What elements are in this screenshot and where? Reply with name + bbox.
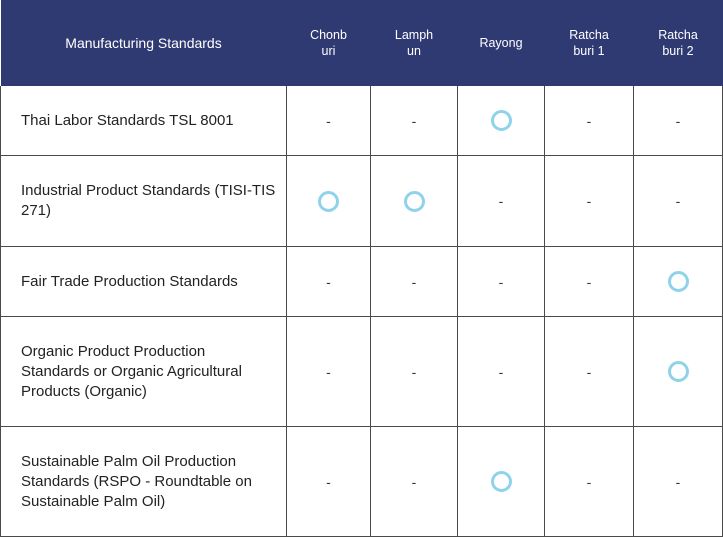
header-location: Chonb uri [286, 0, 371, 86]
circle-mark-icon [490, 110, 512, 131]
header-location: Rayong [457, 0, 545, 86]
header-location: Ratcha buri 1 [544, 0, 634, 86]
header-location-label: Rayong [479, 36, 523, 50]
dash-mark: - [326, 363, 331, 380]
dash-mark: - [411, 473, 417, 490]
circle-mark-icon [490, 471, 512, 492]
dash-mark: - [586, 473, 592, 490]
header-standards-label: Manufacturing Standards [65, 35, 222, 51]
standard-name: Sustainable Palm Oil Production Standard… [0, 426, 287, 537]
circle-mark-icon [667, 361, 689, 382]
header-row: Manufacturing Standards Chonb uri Lamph … [0, 0, 723, 86]
standard-name: Industrial Product Standards (TISI-TIS 2… [0, 155, 287, 247]
mark-cell: - [286, 86, 371, 156]
mark-cell: - [633, 426, 723, 537]
dash-mark: - [498, 273, 504, 290]
header-location-label: Chonb uri [310, 28, 347, 58]
dash-mark: - [586, 363, 592, 380]
dash-mark: - [675, 193, 681, 209]
mark-cell: - [544, 246, 634, 317]
dash-mark: - [411, 112, 417, 129]
mark-cell: - [457, 246, 545, 317]
mark-cell: - [544, 426, 634, 537]
circle-mark-icon [403, 190, 425, 212]
mark-cell: - [370, 86, 458, 156]
dash-mark: - [498, 193, 504, 209]
table-row: Fair Trade Production Standards - - - - [0, 246, 723, 317]
mark-cell [633, 246, 723, 317]
mark-cell: - [286, 246, 371, 317]
standard-name: Fair Trade Production Standards [0, 246, 287, 317]
mark-cell: - [544, 316, 634, 427]
circle-mark-icon [318, 190, 339, 212]
mark-cell: - [286, 426, 371, 537]
header-location: Lamph un [370, 0, 458, 86]
mark-cell: - [457, 316, 545, 427]
dash-mark: - [675, 112, 681, 129]
header-location-label: Lamph un [394, 28, 434, 58]
mark-cell [633, 316, 723, 427]
standard-name: Thai Labor Standards TSL 8001 [0, 86, 287, 156]
mark-cell: - [370, 246, 458, 317]
table-row: Thai Labor Standards TSL 8001 - - - - [0, 86, 723, 156]
table-row: Industrial Product Standards (TISI-TIS 2… [0, 155, 723, 247]
header-location: Ratcha buri 2 [633, 0, 723, 86]
dash-mark: - [326, 473, 331, 490]
mark-cell [286, 155, 371, 247]
dash-mark: - [675, 473, 681, 490]
header-location-label: Ratcha buri 1 [569, 28, 609, 58]
table-row: Sustainable Palm Oil Production Standard… [0, 426, 723, 537]
mark-cell: - [370, 426, 458, 537]
mark-cell: - [370, 316, 458, 427]
standard-name: Organic Product Production Standards or … [0, 316, 287, 427]
dash-mark: - [498, 363, 504, 380]
dash-mark: - [326, 273, 331, 290]
mark-cell: - [457, 155, 545, 247]
dash-mark: - [586, 112, 592, 129]
mark-cell [457, 86, 545, 156]
mark-cell [370, 155, 458, 247]
header-location-label: Ratcha buri 2 [658, 28, 698, 58]
mark-cell: - [633, 155, 723, 247]
dash-mark: - [326, 112, 331, 129]
table-row: Organic Product Production Standards or … [0, 316, 723, 427]
circle-mark-icon [667, 271, 689, 292]
mark-cell: - [633, 86, 723, 156]
dash-mark: - [586, 193, 592, 209]
mark-cell: - [286, 316, 371, 427]
mark-cell [457, 426, 545, 537]
mark-cell: - [544, 155, 634, 247]
dash-mark: - [586, 273, 592, 290]
mark-cell: - [544, 86, 634, 156]
dash-mark: - [411, 273, 417, 290]
dash-mark: - [411, 363, 417, 380]
header-standards: Manufacturing Standards [0, 0, 287, 86]
